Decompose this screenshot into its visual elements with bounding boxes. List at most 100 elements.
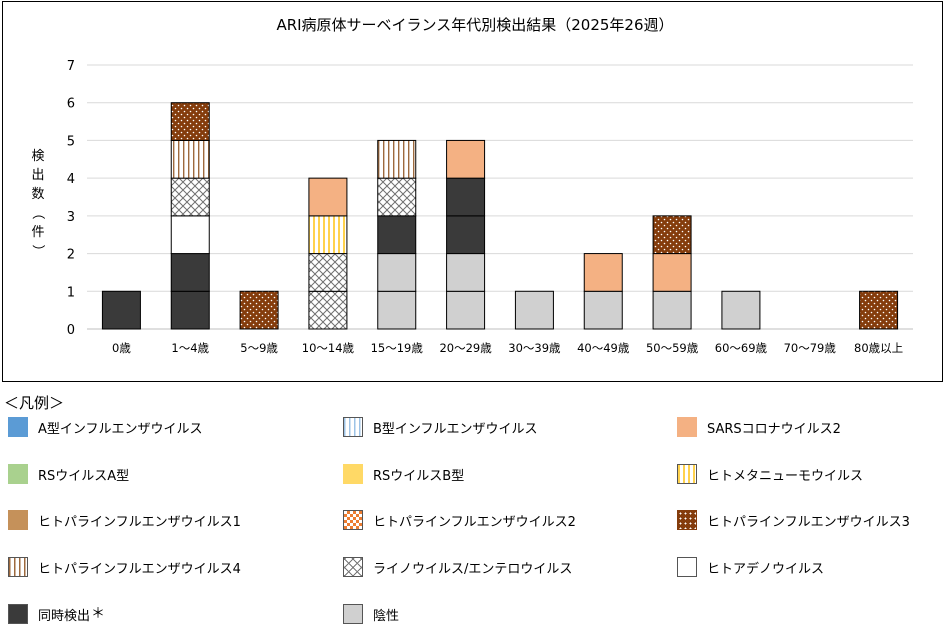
x-tick-label: 30～39歳 bbox=[508, 341, 561, 355]
chart-panel: ARI病原体サーベイランス年代別検出結果（2025年26週） 検出数 （ 件 ） 0 1… bbox=[2, 1, 943, 382]
legend-item: 同時検出＊ bbox=[8, 603, 105, 625]
legend-label: RSウイルスB型 bbox=[373, 468, 465, 484]
bar-segment-hpiv3 bbox=[239, 290, 279, 330]
legend-item: B型インフルエンザウイルス bbox=[343, 416, 538, 438]
y-label-char: ） bbox=[30, 244, 45, 257]
legend-note-mark: ＊ bbox=[91, 606, 106, 622]
x-tick-label: 15～19歳 bbox=[371, 341, 424, 355]
legend-swatch bbox=[8, 557, 28, 577]
x-tick-label: 70～79歳 bbox=[784, 341, 837, 355]
legend-item: RSウイルスA型 bbox=[8, 463, 129, 485]
legend-swatch bbox=[8, 510, 28, 530]
y-axis-label: 検出数 （ 件 ） bbox=[30, 149, 45, 258]
legend-label: ヒトメタニューモウイルス bbox=[707, 468, 864, 484]
bar-segment-negative bbox=[446, 253, 486, 292]
y-label-char: （ bbox=[30, 206, 45, 219]
x-tick-label: 1～4歳 bbox=[171, 341, 209, 355]
y-label-char: 件 bbox=[31, 225, 44, 240]
legend-item: ヒトメタニューモウイルス bbox=[677, 463, 863, 485]
bar-segment-coinfection bbox=[377, 215, 417, 255]
bar-segment-hpiv3 bbox=[170, 102, 210, 141]
bar-segment-sars bbox=[308, 177, 348, 217]
bar-segment-negative bbox=[377, 253, 417, 292]
y-tick-labels: 0 1 2 3 4 5 6 7 bbox=[67, 59, 75, 338]
y-tick-label: 4 bbox=[67, 172, 75, 187]
legend-swatch bbox=[343, 604, 363, 624]
bars bbox=[101, 102, 899, 330]
x-tick-label: 80歳以上 bbox=[854, 341, 903, 355]
x-tick-label: 5～9歳 bbox=[240, 341, 278, 355]
bar-segment-rhino bbox=[308, 290, 348, 330]
x-tick-label: 20～29歳 bbox=[439, 341, 492, 355]
y-tick-label: 5 bbox=[67, 134, 75, 149]
y-tick-label: 3 bbox=[67, 210, 75, 225]
legend-label: 同時検出 bbox=[38, 608, 91, 624]
legend-item: RSウイルスB型 bbox=[343, 463, 464, 485]
legend-swatch bbox=[343, 557, 363, 577]
legend-swatch bbox=[343, 464, 363, 484]
y-tick-label: 6 bbox=[67, 97, 75, 112]
legend-item: ライノウイルス/エンテロウイルス bbox=[343, 556, 572, 578]
bar-segment-sars bbox=[652, 253, 692, 292]
legend-item: ヒトパラインフルエンザウイルス2 bbox=[343, 509, 576, 531]
bar-segment-negative bbox=[446, 290, 486, 330]
legend-label: ヒトパラインフルエンザウイルス2 bbox=[373, 514, 576, 530]
y-tick-label: 0 bbox=[67, 323, 75, 338]
legend-item: ヒトパラインフルエンザウイルス3 bbox=[677, 509, 910, 531]
gridlines bbox=[87, 64, 913, 330]
bar-segment-negative bbox=[721, 290, 761, 330]
legend-item: SARSコロナウイルス2 bbox=[677, 416, 841, 438]
legend-swatch bbox=[677, 464, 697, 484]
legend-swatch bbox=[677, 510, 697, 530]
legend-swatch bbox=[343, 510, 363, 530]
x-tick-label: 0歳 bbox=[112, 341, 131, 355]
legend-label: ヒトパラインフルエンザウイルス4 bbox=[38, 561, 241, 577]
legend-label: RSウイルスA型 bbox=[38, 468, 130, 484]
bar-segment-hpiv3 bbox=[859, 290, 899, 330]
legend-swatch bbox=[8, 604, 28, 624]
bar-segment-rhino bbox=[377, 177, 417, 217]
y-tick-label: 2 bbox=[67, 248, 75, 263]
legend-label: ヒトパラインフルエンザウイルス3 bbox=[707, 514, 910, 530]
legend-label: ライノウイルス/エンテロウイルス bbox=[373, 561, 573, 577]
y-label-char: 数 bbox=[31, 187, 44, 202]
bar-segment-hpiv4 bbox=[377, 139, 417, 179]
bar-segment-rhino bbox=[170, 177, 210, 217]
y-tick-label: 1 bbox=[67, 285, 75, 300]
bar-segment-sars bbox=[446, 139, 486, 179]
bar-segment-adeno bbox=[170, 215, 210, 255]
legend-label: ヒトパラインフルエンザウイルス1 bbox=[38, 514, 241, 530]
x-tick-label: 60～69歳 bbox=[715, 341, 768, 355]
legend-item: ヒトアデノウイルス bbox=[677, 556, 824, 578]
legend-item: ヒトパラインフルエンザウイルス1 bbox=[8, 509, 241, 531]
y-label-char: 出 bbox=[31, 168, 44, 183]
legend-heading: ＜凡例＞ bbox=[4, 394, 65, 412]
bar-segment-hpiv3 bbox=[652, 215, 692, 255]
bar-segment-negative bbox=[652, 290, 692, 330]
bar-segment-hmpv bbox=[308, 215, 348, 255]
bar-segment-coinfection bbox=[446, 215, 486, 255]
legend-swatch bbox=[8, 464, 28, 484]
legend-item: 陰性 bbox=[343, 603, 399, 625]
y-label-char: 検 bbox=[31, 149, 44, 164]
legend-swatch bbox=[343, 417, 363, 437]
bar-segment-coinfection bbox=[446, 177, 486, 217]
legend-label: ヒトアデノウイルス bbox=[707, 561, 825, 577]
x-tick-labels: 0歳 1～4歳 5～9歳 10～14歳 15～19歳 20～29歳 30～39歳 40～49歳… bbox=[112, 341, 903, 355]
bar-segment-rhino bbox=[308, 253, 348, 292]
bar-segment-sars bbox=[583, 253, 623, 292]
legend-item: ヒトパラインフルエンザウイルス4 bbox=[8, 556, 241, 578]
bar-segment-coinfection bbox=[101, 290, 141, 330]
legend-label: A型インフルエンザウイルス bbox=[38, 421, 203, 437]
legend-label: B型インフルエンザウイルス bbox=[373, 421, 538, 437]
legend-swatch bbox=[677, 557, 697, 577]
x-tick-label: 40～49歳 bbox=[577, 341, 630, 355]
legend-swatch bbox=[8, 417, 28, 437]
legend-swatch bbox=[677, 417, 697, 437]
bar-segment-coinfection bbox=[170, 290, 210, 330]
bar-segment-negative bbox=[514, 290, 554, 330]
stacked-bar-chart: ARI病原体サーベイランス年代別検出結果（2025年26週） 検出数 （ 件 ） 0 1… bbox=[30, 16, 913, 355]
legend-label: 陰性 bbox=[373, 608, 400, 624]
bar-segment-coinfection bbox=[170, 253, 210, 292]
chart-title: ARI病原体サーベイランス年代別検出結果（2025年26週） bbox=[276, 16, 673, 34]
